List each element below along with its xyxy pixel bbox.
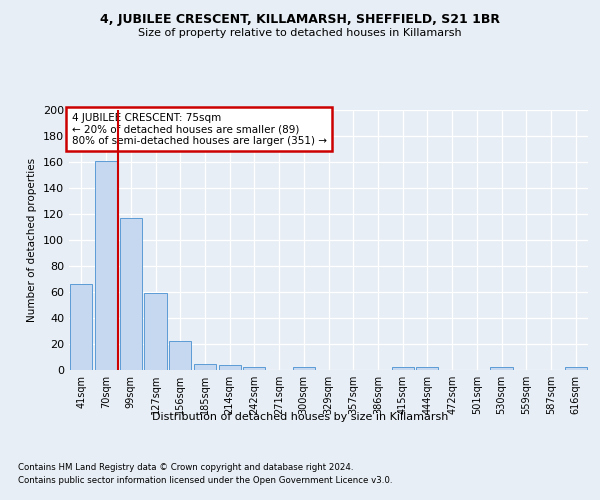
- Bar: [70, 284, 92, 370]
- Bar: [392, 368, 414, 370]
- Text: 4 JUBILEE CRESCENT: 75sqm
← 20% of detached houses are smaller (89)
80% of semi-: 4 JUBILEE CRESCENT: 75sqm ← 20% of detac…: [71, 112, 326, 146]
- Bar: [218, 365, 241, 370]
- Bar: [194, 364, 216, 370]
- Bar: [565, 368, 587, 370]
- Bar: [490, 368, 512, 370]
- Text: Distribution of detached houses by size in Killamarsh: Distribution of detached houses by size …: [152, 412, 448, 422]
- Y-axis label: Number of detached properties: Number of detached properties: [28, 158, 37, 322]
- Text: Contains public sector information licensed under the Open Government Licence v3: Contains public sector information licen…: [18, 476, 392, 485]
- Text: Contains HM Land Registry data © Crown copyright and database right 2024.: Contains HM Land Registry data © Crown c…: [18, 462, 353, 471]
- Bar: [243, 368, 265, 370]
- Text: Size of property relative to detached houses in Killamarsh: Size of property relative to detached ho…: [138, 28, 462, 38]
- Bar: [416, 368, 439, 370]
- Bar: [293, 368, 315, 370]
- Text: 4, JUBILEE CRESCENT, KILLAMARSH, SHEFFIELD, S21 1BR: 4, JUBILEE CRESCENT, KILLAMARSH, SHEFFIE…: [100, 12, 500, 26]
- Bar: [169, 342, 191, 370]
- Bar: [119, 218, 142, 370]
- Bar: [95, 160, 117, 370]
- Bar: [145, 294, 167, 370]
